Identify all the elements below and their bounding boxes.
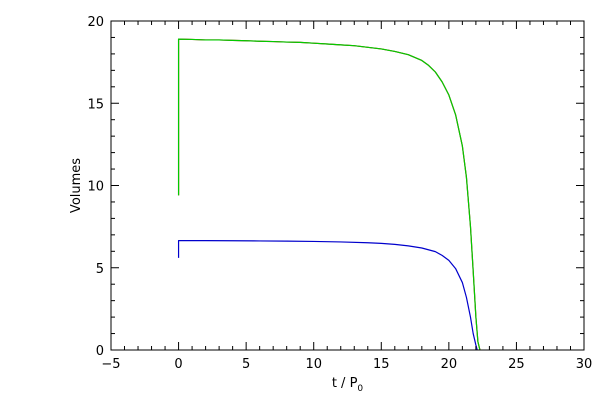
y-tick-label: 20 <box>87 15 104 30</box>
y-tick-label: 5 <box>96 262 104 277</box>
series-line-green <box>177 38 481 351</box>
x-axis-title: t / P0 <box>332 376 364 394</box>
x-axis-title-subscript: 0 <box>357 384 363 394</box>
y-tick-label: 10 <box>87 180 104 195</box>
series-line-blue <box>177 240 478 351</box>
x-tick-label: 5 <box>242 357 250 372</box>
x-tick-label: 30 <box>576 357 593 372</box>
x-tick-label: 10 <box>305 357 322 372</box>
series-layer <box>177 38 481 351</box>
plot-frame <box>110 20 585 351</box>
x-tick-label: 20 <box>441 357 458 372</box>
x-tick-label: −5 <box>101 357 120 372</box>
x-tick-label: 0 <box>174 357 182 372</box>
y-tick-label: 15 <box>87 97 104 112</box>
series-line-red <box>177 38 481 351</box>
y-tick-label: 0 <box>96 344 104 359</box>
y-axis-title: Volumes <box>69 158 84 213</box>
ticks-layer <box>110 20 585 351</box>
x-tick-label: 15 <box>373 357 390 372</box>
x-axis-title-main: t / P <box>332 376 358 391</box>
x-tick-label: 25 <box>508 357 525 372</box>
